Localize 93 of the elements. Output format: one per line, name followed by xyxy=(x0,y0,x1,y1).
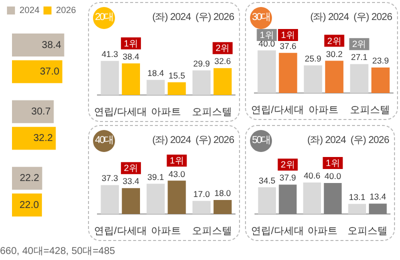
bar xyxy=(12,34,64,56)
x-tick-label: 아파트 xyxy=(151,106,182,118)
bar xyxy=(12,100,54,124)
data-label: 29.9 xyxy=(193,58,210,68)
data-label: 13.4 xyxy=(370,192,386,202)
data-label: 22.2 xyxy=(20,173,40,184)
bar xyxy=(12,166,42,190)
chart-title: 30대 xyxy=(250,7,272,29)
data-label: 37.3 xyxy=(102,173,118,184)
bar xyxy=(192,70,211,95)
bar xyxy=(122,188,140,214)
data-label: 30.7 xyxy=(31,106,52,118)
chart-title: 40대 xyxy=(93,130,115,152)
bar xyxy=(122,63,140,95)
x-tick-label: 연립/다세대 xyxy=(94,226,147,237)
data-label: 34.5 xyxy=(258,175,276,186)
data-label: 37.9 xyxy=(279,172,296,183)
annotation: 1위 xyxy=(170,156,184,166)
data-label: 30.2 xyxy=(326,48,343,59)
x-tick-label: 오피스텔 xyxy=(347,226,388,237)
data-label: 41.3 xyxy=(102,49,118,60)
chart-title: 50대 xyxy=(250,130,272,152)
bar xyxy=(278,52,298,93)
bar xyxy=(304,65,322,93)
data-label: 18.4 xyxy=(147,68,164,78)
bar xyxy=(192,200,211,214)
x-tick-label: 아파트 xyxy=(151,226,182,237)
data-label: 40.0 xyxy=(324,171,342,182)
x-tick-label: 연립/다세대 xyxy=(251,104,304,116)
bar xyxy=(12,194,42,216)
bar xyxy=(214,200,232,214)
bar xyxy=(371,68,390,93)
data-label: 38.4 xyxy=(122,51,140,62)
x-tick-label: 오피스텔 xyxy=(192,106,232,118)
data-label: 37.0 xyxy=(40,66,60,78)
text: 660, 40대=428, 50대=485 xyxy=(0,245,116,258)
annotation: 2위 xyxy=(352,39,366,50)
data-label: 25.9 xyxy=(304,53,322,64)
legend-label: 2026 xyxy=(56,4,76,15)
data-label: 32.6 xyxy=(214,56,232,66)
bar xyxy=(12,60,62,84)
legend-label: 2024 xyxy=(19,4,40,15)
bar xyxy=(214,68,232,95)
data-label: 15.5 xyxy=(168,70,186,80)
data-label: 27.1 xyxy=(350,52,368,62)
data-label: 13.1 xyxy=(348,192,366,202)
bar xyxy=(12,126,56,150)
bar xyxy=(368,204,387,214)
bar xyxy=(168,82,186,95)
bar xyxy=(146,184,165,214)
data-label: 22.0 xyxy=(19,200,40,211)
text: (좌) 2024 (우) 2026 xyxy=(152,11,234,24)
data-label: 33.4 xyxy=(122,176,140,186)
bar xyxy=(350,64,368,93)
text: (좌) 2024 (우) 2026 xyxy=(152,134,234,147)
bar xyxy=(325,60,344,93)
annotation: 1위 xyxy=(326,158,340,168)
data-label: 39.1 xyxy=(147,172,164,182)
bar xyxy=(258,50,276,93)
bar xyxy=(278,184,297,214)
annotation: 1위 xyxy=(124,38,138,48)
bar xyxy=(100,60,119,95)
annotation: 1위 xyxy=(260,30,274,40)
data-label: 23.9 xyxy=(372,56,390,66)
bar xyxy=(146,80,165,95)
x-tick-label: 오피스텔 xyxy=(192,226,232,237)
data-label: 40.0 xyxy=(258,38,276,48)
chart-title: 20대 xyxy=(93,7,115,29)
annotation: 2위 xyxy=(327,36,342,46)
bar xyxy=(324,183,342,214)
annotation: 2위 xyxy=(124,163,138,174)
annotation: 2위 xyxy=(216,43,230,54)
text: (좌) 2024 (우) 2026 xyxy=(310,11,392,24)
data-label: 32.2 xyxy=(33,133,54,144)
data-label: 18.0 xyxy=(214,188,232,198)
bar xyxy=(303,182,321,214)
annotation: 2위 xyxy=(280,160,295,170)
text: (좌) 2024 (우) 2026 xyxy=(307,134,389,147)
x-tick-label: 연립/다세대 xyxy=(94,106,147,118)
data-label: 40.6 xyxy=(304,170,321,181)
data-label: 17.0 xyxy=(193,188,210,199)
x-tick-label: 아파트 xyxy=(307,226,338,237)
annotation: 1위 xyxy=(281,30,296,40)
x-tick-label: 연립/다세대 xyxy=(251,226,304,237)
data-label: 43.0 xyxy=(168,168,186,179)
x-tick-label: 오피스텔 xyxy=(350,104,390,116)
data-label: 37.6 xyxy=(280,40,297,51)
bar xyxy=(168,180,186,214)
bar xyxy=(258,187,276,214)
bar xyxy=(100,185,119,214)
bar xyxy=(348,204,366,214)
x-tick-label: 아파트 xyxy=(308,104,339,116)
data-label: 38.4 xyxy=(42,40,62,51)
